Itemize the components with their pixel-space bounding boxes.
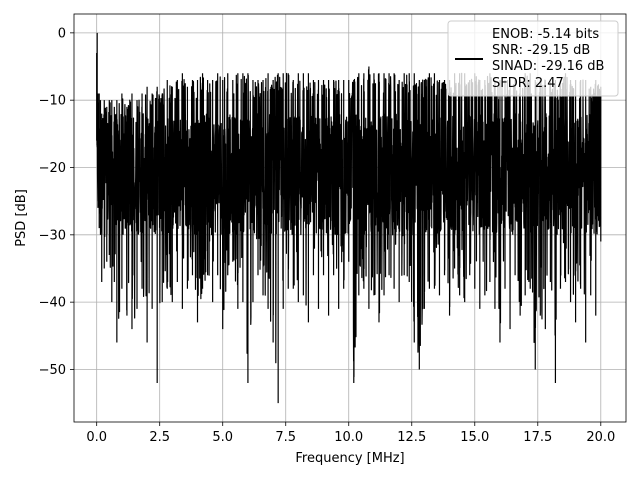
x-tick-label: 0.0: [86, 430, 107, 445]
y-tick-label: −20: [39, 161, 66, 176]
y-tick-label: −40: [39, 296, 66, 311]
psd-line: [96, 32, 602, 404]
y-tick-label: −10: [39, 94, 66, 109]
x-tick-label: 7.5: [275, 430, 296, 445]
y-tick-label: −30: [39, 228, 66, 243]
x-tick-label: 12.5: [397, 430, 426, 445]
y-tick-label: −50: [39, 363, 66, 378]
x-tick-label: 10.0: [334, 430, 363, 445]
plot-frame: [73, 13, 627, 423]
legend-text-sfdr: SFDR: 2.47: [492, 76, 564, 91]
x-axis-label: Frequency [MHz]: [295, 451, 404, 466]
legend-text-sinad: SINAD: -29.16 dB: [492, 59, 604, 74]
legend-text-snr: SNR: -29.15 dB: [492, 43, 590, 58]
ticks: 0.0 2.5 5.0 7.5 10.0 12.5 15.0 17.5 20.0 0 −10 −20 −…: [39, 26, 616, 445]
legend-box: [447, 20, 619, 97]
x-tick-label: 2.5: [149, 430, 170, 445]
legend: ENOB: -5.14 bits SNR: -29.15 dB SINAD: -…: [447, 20, 619, 97]
x-tick-label: 15.0: [460, 430, 489, 445]
legend-text-enob: ENOB: -5.14 bits: [492, 27, 599, 42]
y-axis-label: PSD [dB]: [14, 189, 29, 247]
psd-series: [96, 32, 602, 404]
x-tick-label: 20.0: [586, 430, 615, 445]
x-tick-label: 5.0: [212, 430, 233, 445]
y-tick-label: 0: [58, 26, 66, 41]
x-tick-label: 17.5: [523, 430, 552, 445]
